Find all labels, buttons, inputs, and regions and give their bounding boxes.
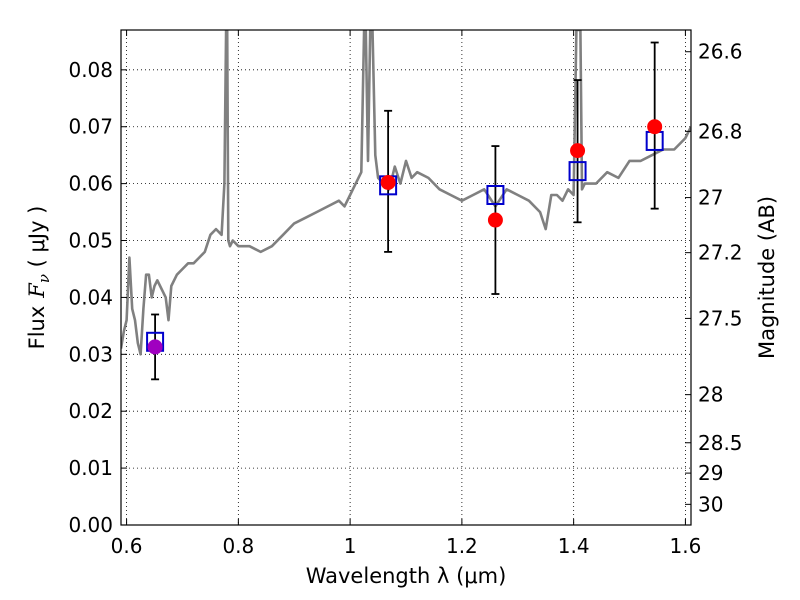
x-tick-label: 0.8 <box>222 534 254 558</box>
y-axis-label-unit: ( μJy ) <box>25 206 49 274</box>
y-axis-label-symbol: F <box>25 282 49 299</box>
y-tick-label: 0.03 <box>68 342 113 366</box>
right-tick-label: 28 <box>698 383 723 407</box>
tick-labels: 0.6 0.8 1 1.2 1.4 1.6 0.00 0.01 0.02 0.03 0.04 0.05… <box>68 40 742 558</box>
y-axis-label-prefix: Flux <box>25 306 49 350</box>
right-tick-label: 30 <box>698 492 723 516</box>
y-axis-label-left: Flux Fν ( μJy ) <box>25 206 53 350</box>
y-tick-label: 0.07 <box>68 115 113 139</box>
right-tick-label: 29 <box>698 461 723 485</box>
x-tick-label: 1.6 <box>670 534 702 558</box>
data-point <box>570 143 586 159</box>
right-tick-label: 28.5 <box>698 431 743 455</box>
y-tick-label: 0.06 <box>68 172 113 196</box>
data-point <box>647 119 663 135</box>
right-tick-label: 27.5 <box>698 306 743 330</box>
y-axis-label-subscript: ν <box>35 274 53 283</box>
y-tick-label: 0.00 <box>68 513 113 537</box>
right-tick-label: 27 <box>698 186 723 210</box>
x-tick-label: 0.6 <box>111 534 143 558</box>
model-square <box>568 161 587 182</box>
spectrum-line <box>121 30 691 356</box>
x-axis-label: Wavelength λ (μm) <box>306 564 507 588</box>
x-tick-label: 1.2 <box>446 534 478 558</box>
y-tick-label: 0.04 <box>68 285 113 309</box>
model-square <box>486 185 505 205</box>
right-tick-label: 27.2 <box>698 241 743 265</box>
y-tick-label: 0.01 <box>68 456 113 480</box>
plot-frame <box>120 29 692 526</box>
y-axis-label-right: Magnitude (AB) <box>755 196 779 359</box>
spectrum-layer <box>121 30 691 356</box>
y-tick-label: 0.02 <box>68 399 113 423</box>
grid-lines <box>121 30 691 526</box>
data-point <box>147 339 163 355</box>
x-tick-label: 1 <box>344 534 357 558</box>
y-tick-label: 0.08 <box>68 58 113 82</box>
right-tick-label: 26.8 <box>698 119 743 143</box>
tick-marks <box>121 30 691 526</box>
x-tick-label: 1.4 <box>558 534 590 558</box>
points-layer <box>146 41 664 381</box>
data-point <box>487 212 503 228</box>
data-point <box>380 174 396 190</box>
y-tick-label: 0.05 <box>68 229 113 253</box>
right-tick-label: 26.6 <box>698 40 743 64</box>
